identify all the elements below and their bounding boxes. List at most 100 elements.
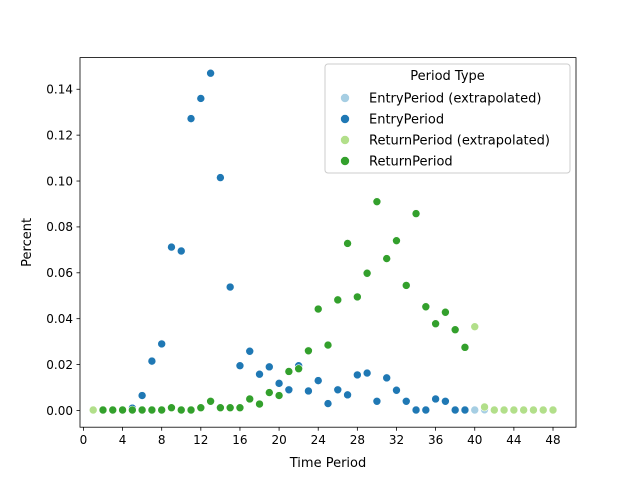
data-point xyxy=(362,368,372,378)
data-point xyxy=(167,242,176,252)
data-point xyxy=(284,367,294,376)
data-point xyxy=(147,356,157,366)
data-point xyxy=(460,343,470,352)
y-tick-label: 0.00 xyxy=(46,404,73,418)
data-point xyxy=(392,385,401,395)
legend-marker xyxy=(340,114,350,124)
data-point xyxy=(470,405,480,415)
x-tick-label: 40 xyxy=(467,433,482,447)
data-point xyxy=(255,399,264,409)
data-point xyxy=(225,403,235,413)
data-point xyxy=(382,373,392,383)
x-tick-label: 28 xyxy=(350,433,365,447)
y-tick-label: 0.10 xyxy=(46,174,73,188)
data-point xyxy=(490,405,499,415)
x-tick-label: 32 xyxy=(389,433,404,447)
data-point xyxy=(157,339,166,349)
data-point xyxy=(362,268,372,278)
data-point xyxy=(147,405,157,415)
data-point xyxy=(392,236,401,245)
data-point xyxy=(167,403,176,413)
data-point xyxy=(137,391,147,400)
data-point xyxy=(353,292,362,302)
data-point xyxy=(372,197,382,206)
axes-frame xyxy=(79,57,577,428)
series-2 xyxy=(88,322,558,415)
data-point xyxy=(186,114,196,123)
data-point xyxy=(255,369,264,379)
data-point xyxy=(304,346,313,356)
data-point xyxy=(343,390,352,400)
data-point xyxy=(509,405,519,415)
data-point xyxy=(353,370,362,380)
data-point xyxy=(411,405,421,415)
data-point xyxy=(421,302,431,312)
data-point xyxy=(538,405,548,415)
data-point xyxy=(401,396,411,406)
data-point xyxy=(98,405,108,415)
data-points xyxy=(88,68,558,415)
data-point xyxy=(480,402,489,412)
data-point xyxy=(216,173,225,182)
data-point xyxy=(216,403,225,413)
data-point xyxy=(470,322,480,332)
x-tick-label: 8 xyxy=(158,433,166,447)
data-point xyxy=(431,319,440,329)
x-tick-label: 4 xyxy=(119,433,127,447)
y-tick-label: 0.08 xyxy=(46,220,73,234)
axes: 0 4 8 12 16 20 24 28 32 36 40 44 480.000.020.040.060… xyxy=(46,57,577,447)
data-point xyxy=(304,386,313,396)
data-point xyxy=(460,405,470,415)
legend-label: EntryPeriod xyxy=(369,113,444,128)
data-point xyxy=(499,405,509,415)
legend-label: EntryPeriod (extrapolated) xyxy=(369,92,541,107)
data-point xyxy=(245,394,255,404)
data-point xyxy=(441,396,450,406)
data-point xyxy=(333,385,343,395)
data-point xyxy=(176,246,186,256)
data-point xyxy=(264,362,274,372)
legend-label: ReturnPeriod xyxy=(369,155,453,170)
data-point xyxy=(372,396,382,406)
data-point xyxy=(421,405,431,415)
y-tick-label: 0.14 xyxy=(46,83,73,97)
data-point xyxy=(284,385,294,395)
x-tick-label: 0 xyxy=(80,433,88,447)
data-point xyxy=(274,379,284,388)
data-point xyxy=(137,405,147,415)
data-point xyxy=(264,388,274,397)
data-point xyxy=(235,403,245,413)
x-tick-label: 24 xyxy=(311,433,326,447)
data-point xyxy=(274,391,284,400)
data-point xyxy=(206,68,215,78)
data-point xyxy=(450,325,460,335)
y-tick-label: 0.06 xyxy=(46,266,73,280)
data-point xyxy=(88,405,98,415)
y-tick-label: 0.12 xyxy=(46,128,73,142)
data-point xyxy=(313,304,323,314)
data-point xyxy=(128,405,137,415)
legend-marker xyxy=(340,135,350,145)
legend-title: Period Type xyxy=(410,69,485,84)
data-point xyxy=(294,364,303,374)
data-point xyxy=(108,405,118,415)
y-axis-label: Percent xyxy=(20,218,35,267)
data-point xyxy=(401,281,411,290)
series-3 xyxy=(98,197,470,415)
x-tick-label: 12 xyxy=(193,433,208,447)
x-axis-label: Time Period xyxy=(289,456,366,471)
data-point xyxy=(157,405,166,415)
data-point xyxy=(382,254,392,263)
data-point xyxy=(450,405,460,415)
legend-box xyxy=(324,63,571,174)
data-point xyxy=(206,396,215,406)
data-point xyxy=(323,340,333,350)
data-point xyxy=(411,209,421,218)
y-tick-label: 0.02 xyxy=(46,358,73,372)
legend-marker xyxy=(340,93,350,103)
data-point xyxy=(529,405,538,415)
data-point xyxy=(548,405,558,415)
x-tick-label: 20 xyxy=(271,433,286,447)
data-point xyxy=(225,282,235,292)
